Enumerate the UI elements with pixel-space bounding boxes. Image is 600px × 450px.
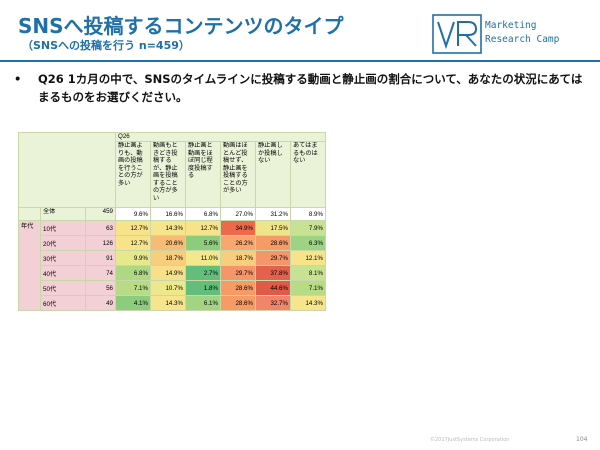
value-cell: 7.9% — [290, 220, 326, 236]
value-cell: 27.0% — [220, 207, 256, 221]
value-cell: 10.7% — [150, 280, 186, 296]
value-cell: 9.6% — [115, 207, 151, 221]
question-block: • Q26 1カ月の中で、SNSのタイムラインに投稿する動画と静止画の割合につい… — [14, 70, 589, 106]
row-label: 10代 — [40, 220, 86, 236]
value-cell: 14.3% — [150, 220, 186, 236]
column-header: 静止画と動画をほぼ同じ程度投稿する — [185, 141, 221, 208]
table-row: 60代 49 4.1% 14.3% 6.1% 28.6% 32.7% 14.3% — [19, 295, 326, 311]
page-number: 104 — [576, 436, 588, 443]
copyright-text: ©2017JustSystems Corporation — [430, 437, 510, 443]
row-n: 49 — [85, 295, 116, 311]
column-header: 静止画しか投稿しない — [255, 141, 291, 208]
question-text: Q26 1カ月の中で、SNSのタイムラインに投稿する動画と静止画の割合について、… — [38, 72, 583, 104]
row-n: 63 — [85, 220, 116, 236]
logo-text: Marketing Research Camp — [485, 19, 559, 47]
value-cell: 20.6% — [150, 235, 186, 251]
value-cell: 7.1% — [290, 280, 326, 296]
value-cell: 28.6% — [220, 280, 256, 296]
logo-line-2: Research Camp — [485, 34, 560, 45]
row-n: 91 — [85, 250, 116, 266]
question-header: Q26 — [115, 132, 326, 142]
value-cell: 8.9% — [290, 207, 326, 221]
table-row: 年代 10代 63 12.7% 14.3% 12.7% 34.9% 17.5% … — [18, 220, 326, 311]
row-label: 40代 — [40, 265, 86, 281]
value-cell: 2.7% — [185, 265, 221, 281]
value-cell: 18.7% — [220, 250, 256, 266]
value-cell: 5.6% — [185, 235, 221, 251]
value-cell: 6.1% — [185, 295, 221, 311]
value-cell: 6.8% — [185, 207, 221, 221]
column-header-row: 静止画よりも、動画の投稿を行うことの方が多い 動画もときどき投稿するが、静止画を… — [19, 141, 326, 208]
row-label: 60代 — [40, 295, 86, 311]
value-cell: 29.7% — [255, 250, 291, 266]
group-label: 年代 — [18, 220, 41, 311]
value-cell: 14.9% — [150, 265, 186, 281]
page-title: SNSへ投稿するコンテンツのタイプ — [18, 14, 344, 38]
table-row: 30代 91 9.9% 18.7% 11.0% 18.7% 29.7% 12.1… — [19, 250, 326, 266]
brand-logo: Marketing Research Camp — [432, 14, 592, 56]
column-header: あてはまるものはない — [290, 141, 326, 208]
value-cell: 4.1% — [115, 295, 151, 311]
table-row: 全体 459 9.6% 16.6% 6.8% 27.0% 31.2% 8.9% — [18, 207, 326, 221]
column-header: 動画はほとんど投稿せず、静止画を投稿することの方が多い — [220, 141, 256, 208]
results-table: Q26 静止画よりも、動画の投稿を行うことの方が多い 動画もときどき投稿するが、… — [18, 132, 326, 311]
value-cell: 12.7% — [115, 220, 151, 236]
row-n: 459 — [85, 207, 116, 221]
value-cell: 26.2% — [220, 235, 256, 251]
column-header: 動画もときどき投稿するが、静止画を投稿することの方が多い — [150, 141, 186, 208]
page-subtitle: （SNSへの投稿を行う n=459） — [22, 39, 190, 52]
value-cell: 17.5% — [255, 220, 291, 236]
logo-line-1: Marketing — [485, 20, 537, 31]
value-cell: 11.0% — [185, 250, 221, 266]
table-row: 50代 56 7.1% 10.7% 1.8% 28.6% 44.6% 7.1% — [19, 280, 326, 296]
table-corner — [18, 132, 116, 208]
value-cell: 1.8% — [185, 280, 221, 296]
header-divider — [0, 60, 600, 62]
value-cell: 28.6% — [220, 295, 256, 311]
value-cell: 6.8% — [115, 265, 151, 281]
row-label: 50代 — [40, 280, 86, 296]
value-cell: 8.1% — [290, 265, 326, 281]
value-cell: 12.7% — [115, 235, 151, 251]
value-cell: 14.3% — [290, 295, 326, 311]
value-cell: 44.6% — [255, 280, 291, 296]
value-cell: 32.7% — [255, 295, 291, 311]
value-cell: 12.7% — [185, 220, 221, 236]
value-cell: 31.2% — [255, 207, 291, 221]
value-cell: 12.1% — [290, 250, 326, 266]
row-label: 30代 — [40, 250, 86, 266]
value-cell: 28.6% — [255, 235, 291, 251]
row-label-spacer — [18, 207, 41, 221]
logo-mark-icon — [432, 14, 482, 54]
value-cell: 6.3% — [290, 235, 326, 251]
row-n: 126 — [85, 235, 116, 251]
column-header: 静止画よりも、動画の投稿を行うことの方が多い — [115, 141, 151, 208]
table-row: 40代 74 6.8% 14.9% 2.7% 29.7% 37.8% 8.1% — [19, 265, 326, 281]
value-cell: 18.7% — [150, 250, 186, 266]
row-label: 全体 — [40, 207, 86, 221]
value-cell: 9.9% — [115, 250, 151, 266]
value-cell: 14.3% — [150, 295, 186, 311]
row-n: 56 — [85, 280, 116, 296]
value-cell: 7.1% — [115, 280, 151, 296]
row-n: 74 — [85, 265, 116, 281]
table-row: 20代 126 12.7% 20.6% 5.6% 26.2% 28.6% 6.3… — [19, 235, 326, 251]
row-label: 20代 — [40, 235, 86, 251]
question-bullet: • — [14, 72, 22, 86]
value-cell: 34.9% — [220, 220, 256, 236]
value-cell: 29.7% — [220, 265, 256, 281]
value-cell: 16.6% — [150, 207, 186, 221]
value-cell: 37.8% — [255, 265, 291, 281]
